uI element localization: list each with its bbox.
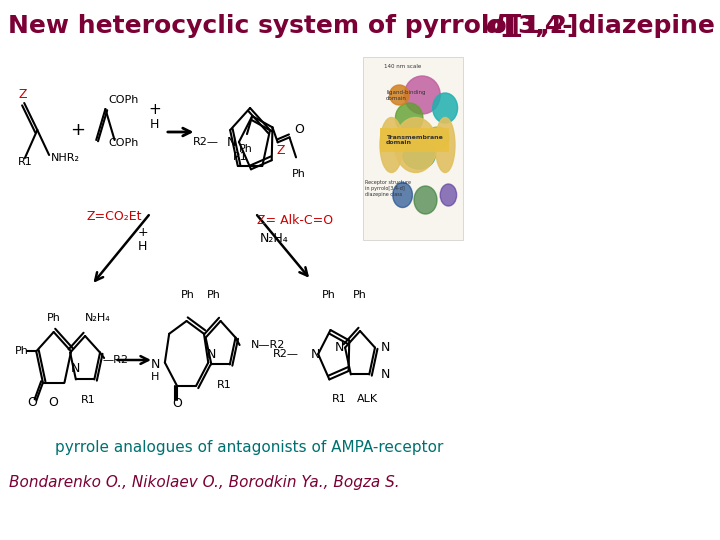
Text: N: N xyxy=(71,361,81,375)
Text: N₂H₄: N₂H₄ xyxy=(259,232,288,245)
Text: ][1,2]diazepine: ][1,2]diazepine xyxy=(500,14,715,38)
Text: pyrrole analogues of antagonists of AMPA-receptor: pyrrole analogues of antagonists of AMPA… xyxy=(55,440,443,455)
Text: O: O xyxy=(294,123,305,136)
Text: R1: R1 xyxy=(18,157,33,167)
Ellipse shape xyxy=(404,76,440,114)
Text: N: N xyxy=(311,348,320,361)
Text: NHR₂: NHR₂ xyxy=(51,153,80,163)
Text: +: + xyxy=(70,121,85,139)
Text: R1: R1 xyxy=(332,394,346,404)
Ellipse shape xyxy=(390,85,409,105)
Text: Z: Z xyxy=(18,89,27,102)
Ellipse shape xyxy=(440,184,456,206)
Text: Ph: Ph xyxy=(15,346,29,356)
Text: N₂H₄: N₂H₄ xyxy=(85,313,111,323)
Text: H: H xyxy=(151,372,160,382)
Text: H: H xyxy=(150,118,159,131)
Ellipse shape xyxy=(395,118,437,172)
FancyBboxPatch shape xyxy=(364,57,463,240)
Ellipse shape xyxy=(380,118,403,172)
Ellipse shape xyxy=(395,103,423,133)
Text: ligand-binding
domain: ligand-binding domain xyxy=(386,90,426,101)
Text: N: N xyxy=(381,341,390,354)
Text: N: N xyxy=(150,358,160,371)
Text: Ph: Ph xyxy=(207,290,221,300)
Text: N—R2: N—R2 xyxy=(251,340,285,350)
Text: +: + xyxy=(148,103,161,118)
Ellipse shape xyxy=(436,118,455,172)
Text: Transmembrane
domain: Transmembrane domain xyxy=(386,134,443,145)
Text: New heterocyclic system of pyrrolo[3,4-: New heterocyclic system of pyrrolo[3,4- xyxy=(8,14,572,38)
Text: N: N xyxy=(336,341,345,354)
Text: Ph: Ph xyxy=(181,290,195,300)
Text: 140 nm scale: 140 nm scale xyxy=(384,64,421,69)
Text: Z= Alk-C=O: Z= Alk-C=O xyxy=(256,213,333,226)
Text: H: H xyxy=(138,240,148,253)
Text: N: N xyxy=(381,368,390,381)
Text: N: N xyxy=(226,136,235,148)
Text: N: N xyxy=(207,348,216,361)
Ellipse shape xyxy=(433,93,458,123)
Text: Ph: Ph xyxy=(239,144,253,154)
Text: R1: R1 xyxy=(217,380,231,390)
Text: O: O xyxy=(49,396,58,409)
Text: d: d xyxy=(485,14,503,38)
Ellipse shape xyxy=(426,127,449,149)
Text: O: O xyxy=(172,397,182,410)
Text: COPh: COPh xyxy=(108,138,138,148)
Text: R2—: R2— xyxy=(193,137,220,147)
Text: Z=CO₂Et: Z=CO₂Et xyxy=(87,211,143,224)
Text: Bondarenko O., Nikolaev O., Borodkin Ya., Bogza S.: Bondarenko O., Nikolaev O., Borodkin Ya.… xyxy=(9,475,400,490)
Text: —R2: —R2 xyxy=(102,355,128,365)
Ellipse shape xyxy=(414,186,437,214)
Text: Receptor structure
in pyrrolo[3,4-d]
diazepine class: Receptor structure in pyrrolo[3,4-d] dia… xyxy=(364,180,410,197)
Ellipse shape xyxy=(393,183,413,207)
Text: R2—: R2— xyxy=(272,349,299,359)
Text: O: O xyxy=(27,396,37,409)
Text: +: + xyxy=(138,226,148,240)
Text: Ph: Ph xyxy=(353,290,367,300)
Text: Ph: Ph xyxy=(47,313,60,323)
Text: R1: R1 xyxy=(81,395,96,405)
Text: Ph: Ph xyxy=(322,290,336,300)
Text: Ph: Ph xyxy=(292,170,305,179)
Text: COPh: COPh xyxy=(108,95,138,105)
Text: R1: R1 xyxy=(233,152,248,163)
Text: ALK: ALK xyxy=(357,394,379,404)
Text: Z: Z xyxy=(277,144,285,157)
Ellipse shape xyxy=(402,141,436,169)
